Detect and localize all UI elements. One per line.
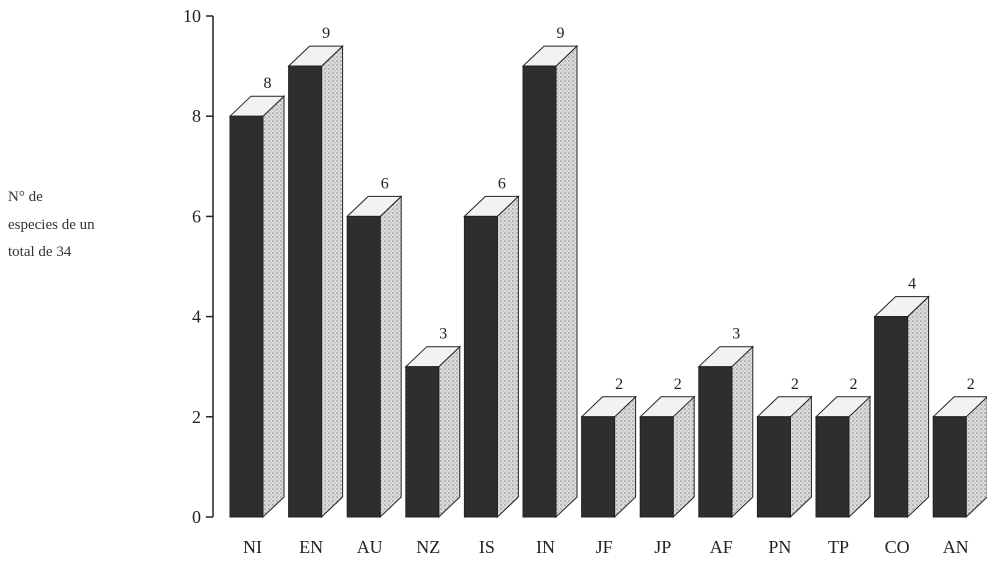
bar-front-face bbox=[639, 416, 674, 518]
bar bbox=[873, 295, 930, 519]
bar-side-face bbox=[907, 295, 930, 519]
y-axis-title-line-3: total de 34 bbox=[8, 244, 72, 260]
y-axis-title-line-2: especies de un bbox=[8, 217, 95, 233]
bar-side-face bbox=[379, 195, 402, 519]
bar-value-label: 9 bbox=[322, 25, 330, 42]
x-tick-label: AF bbox=[710, 537, 733, 557]
bar-front-face bbox=[698, 366, 733, 518]
bar-front-face bbox=[346, 215, 381, 518]
bar bbox=[228, 95, 286, 519]
bar-front-face bbox=[463, 215, 498, 518]
bar-front-face bbox=[756, 416, 791, 518]
x-tick-label: NZ bbox=[416, 537, 440, 557]
bar-value-label: 2 bbox=[791, 376, 799, 393]
x-tick-label: PN bbox=[768, 537, 791, 557]
x-tick-label: JP bbox=[654, 537, 671, 557]
x-tick-label: IN bbox=[536, 537, 555, 557]
x-axis-labels: NI EN AU NZ IS IN JF JP AF PN TP CO AN bbox=[243, 537, 969, 557]
bar-value-label: 6 bbox=[498, 175, 506, 192]
bar bbox=[697, 345, 755, 519]
bar-front-face bbox=[522, 65, 557, 518]
bar-side-face bbox=[848, 395, 871, 519]
bar-value-label: 2 bbox=[850, 376, 858, 393]
bar-front-face bbox=[288, 65, 323, 518]
bar-side-face bbox=[731, 345, 754, 519]
x-tick-label: AN bbox=[943, 537, 969, 557]
bar bbox=[814, 395, 872, 519]
bar-value-label: 3 bbox=[732, 326, 740, 343]
bar-side-face bbox=[672, 395, 695, 519]
bar-front-face bbox=[874, 316, 909, 518]
bar bbox=[287, 44, 344, 519]
y-axis-title: N° de especies de un total de 34 bbox=[8, 189, 95, 260]
x-tick-label: CO bbox=[885, 537, 910, 557]
bar-side-face bbox=[496, 195, 519, 519]
bar bbox=[756, 395, 813, 519]
bar-side-face bbox=[614, 395, 637, 519]
bar-value-label: 4 bbox=[908, 276, 916, 293]
y-tick-label: 10 bbox=[183, 6, 201, 26]
bar bbox=[404, 345, 462, 519]
bar-side-face bbox=[321, 44, 344, 519]
bar bbox=[345, 195, 403, 519]
bar-front-face bbox=[932, 416, 967, 518]
x-tick-label: AU bbox=[357, 537, 383, 557]
bar-front-face bbox=[581, 416, 616, 518]
bar bbox=[580, 395, 637, 519]
bar-value-label: 6 bbox=[381, 175, 389, 192]
bar-front-face bbox=[405, 366, 440, 518]
y-tick-label: 2 bbox=[192, 407, 201, 427]
x-tick-label: JF bbox=[596, 537, 613, 557]
bar-value-label: 3 bbox=[439, 326, 447, 343]
x-tick-label: EN bbox=[299, 537, 323, 557]
y-tick-label: 8 bbox=[192, 106, 201, 126]
y-axis: 0 2 4 6 8 10 bbox=[183, 6, 214, 527]
bar-value-label: 8 bbox=[264, 75, 272, 92]
bar bbox=[463, 195, 520, 519]
bar-side-face bbox=[965, 396, 987, 519]
bar-front-face bbox=[229, 115, 264, 518]
y-tick-label: 6 bbox=[192, 206, 201, 226]
bar bbox=[638, 395, 696, 519]
bar-value-label: 2 bbox=[967, 376, 975, 393]
bars-group: 8 9 6 3 6 9 2 2 3 2 2 4 2 bbox=[228, 25, 987, 519]
y-tick-label: 0 bbox=[192, 507, 201, 527]
bar bbox=[931, 396, 987, 519]
bar-value-label: 9 bbox=[557, 25, 565, 42]
bar-side-face bbox=[555, 44, 578, 519]
x-tick-label: TP bbox=[828, 537, 849, 557]
x-tick-label: NI bbox=[243, 537, 262, 557]
bar-side-face bbox=[262, 95, 285, 519]
x-tick-label: IS bbox=[479, 537, 495, 557]
bar-side-face bbox=[438, 345, 461, 519]
bar-value-label: 2 bbox=[674, 376, 682, 393]
bar-value-label: 2 bbox=[615, 376, 623, 393]
y-axis-title-line-1: N° de bbox=[8, 189, 43, 205]
y-tick-label: 4 bbox=[192, 307, 201, 327]
bar bbox=[521, 44, 579, 519]
bar-front-face bbox=[815, 416, 850, 518]
bar-side-face bbox=[789, 395, 812, 519]
